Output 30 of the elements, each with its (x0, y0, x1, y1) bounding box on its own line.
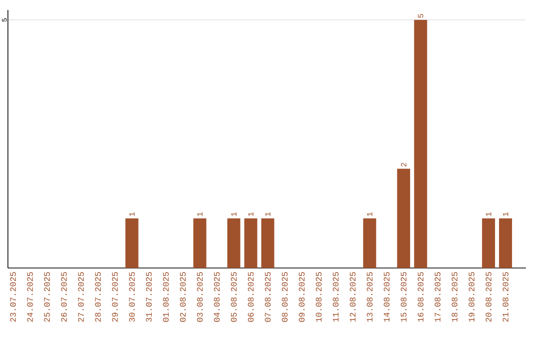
x-tick-label: 01.08.2025 (162, 272, 169, 322)
x-tick-label: 06.08.2025 (248, 272, 254, 322)
x-tick-label: 13.08.2025 (366, 272, 373, 322)
x-tick-label: 31.07.2025 (146, 272, 152, 322)
x-tick-label: 28.07.2025 (95, 272, 101, 322)
x-tick-label: 07.08.2025 (264, 272, 271, 322)
x-tick-label: 25.07.2025 (44, 272, 50, 322)
x-tick-label: 05.08.2025 (230, 272, 237, 322)
x-tick-label: 29.07.2025 (112, 272, 118, 322)
x-tick-label: 04.08.2025 (214, 272, 220, 322)
x-tick-label: 02.08.2025 (180, 272, 186, 322)
x-tick-label: 27.07.2025 (78, 272, 84, 322)
x-tick-label: 20.08.2025 (486, 272, 492, 322)
x-tick-label: 10.08.2025 (316, 272, 322, 322)
x-tick-label: 11.08.2025 (332, 272, 339, 322)
x-tick-label: 23.07.2025 (10, 272, 16, 322)
x-tick-label: 03.08.2025 (196, 272, 203, 322)
x-tick-label: 14.08.2025 (384, 272, 390, 322)
x-tick-label: 21.08.2025 (502, 272, 508, 322)
x-tick-label: 12.08.2025 (350, 272, 356, 322)
x-tick-label: 30.07.2025 (129, 272, 135, 322)
x-tick-label: 16.08.2025 (418, 272, 424, 322)
x-tick-label: 15.08.2025 (400, 272, 406, 322)
x-tick-label: 08.08.2025 (282, 272, 288, 322)
x-tick-label: 18.08.2025 (452, 272, 458, 322)
x-tick-label: 09.08.2025 (298, 272, 305, 322)
x-tick-label: 24.07.2025 (27, 272, 33, 322)
x-tick-label: 17.08.2025 (434, 272, 440, 322)
x-tick-label: 19.08.2025 (468, 272, 474, 322)
x-tick-label: 26.07.2025 (61, 272, 67, 322)
